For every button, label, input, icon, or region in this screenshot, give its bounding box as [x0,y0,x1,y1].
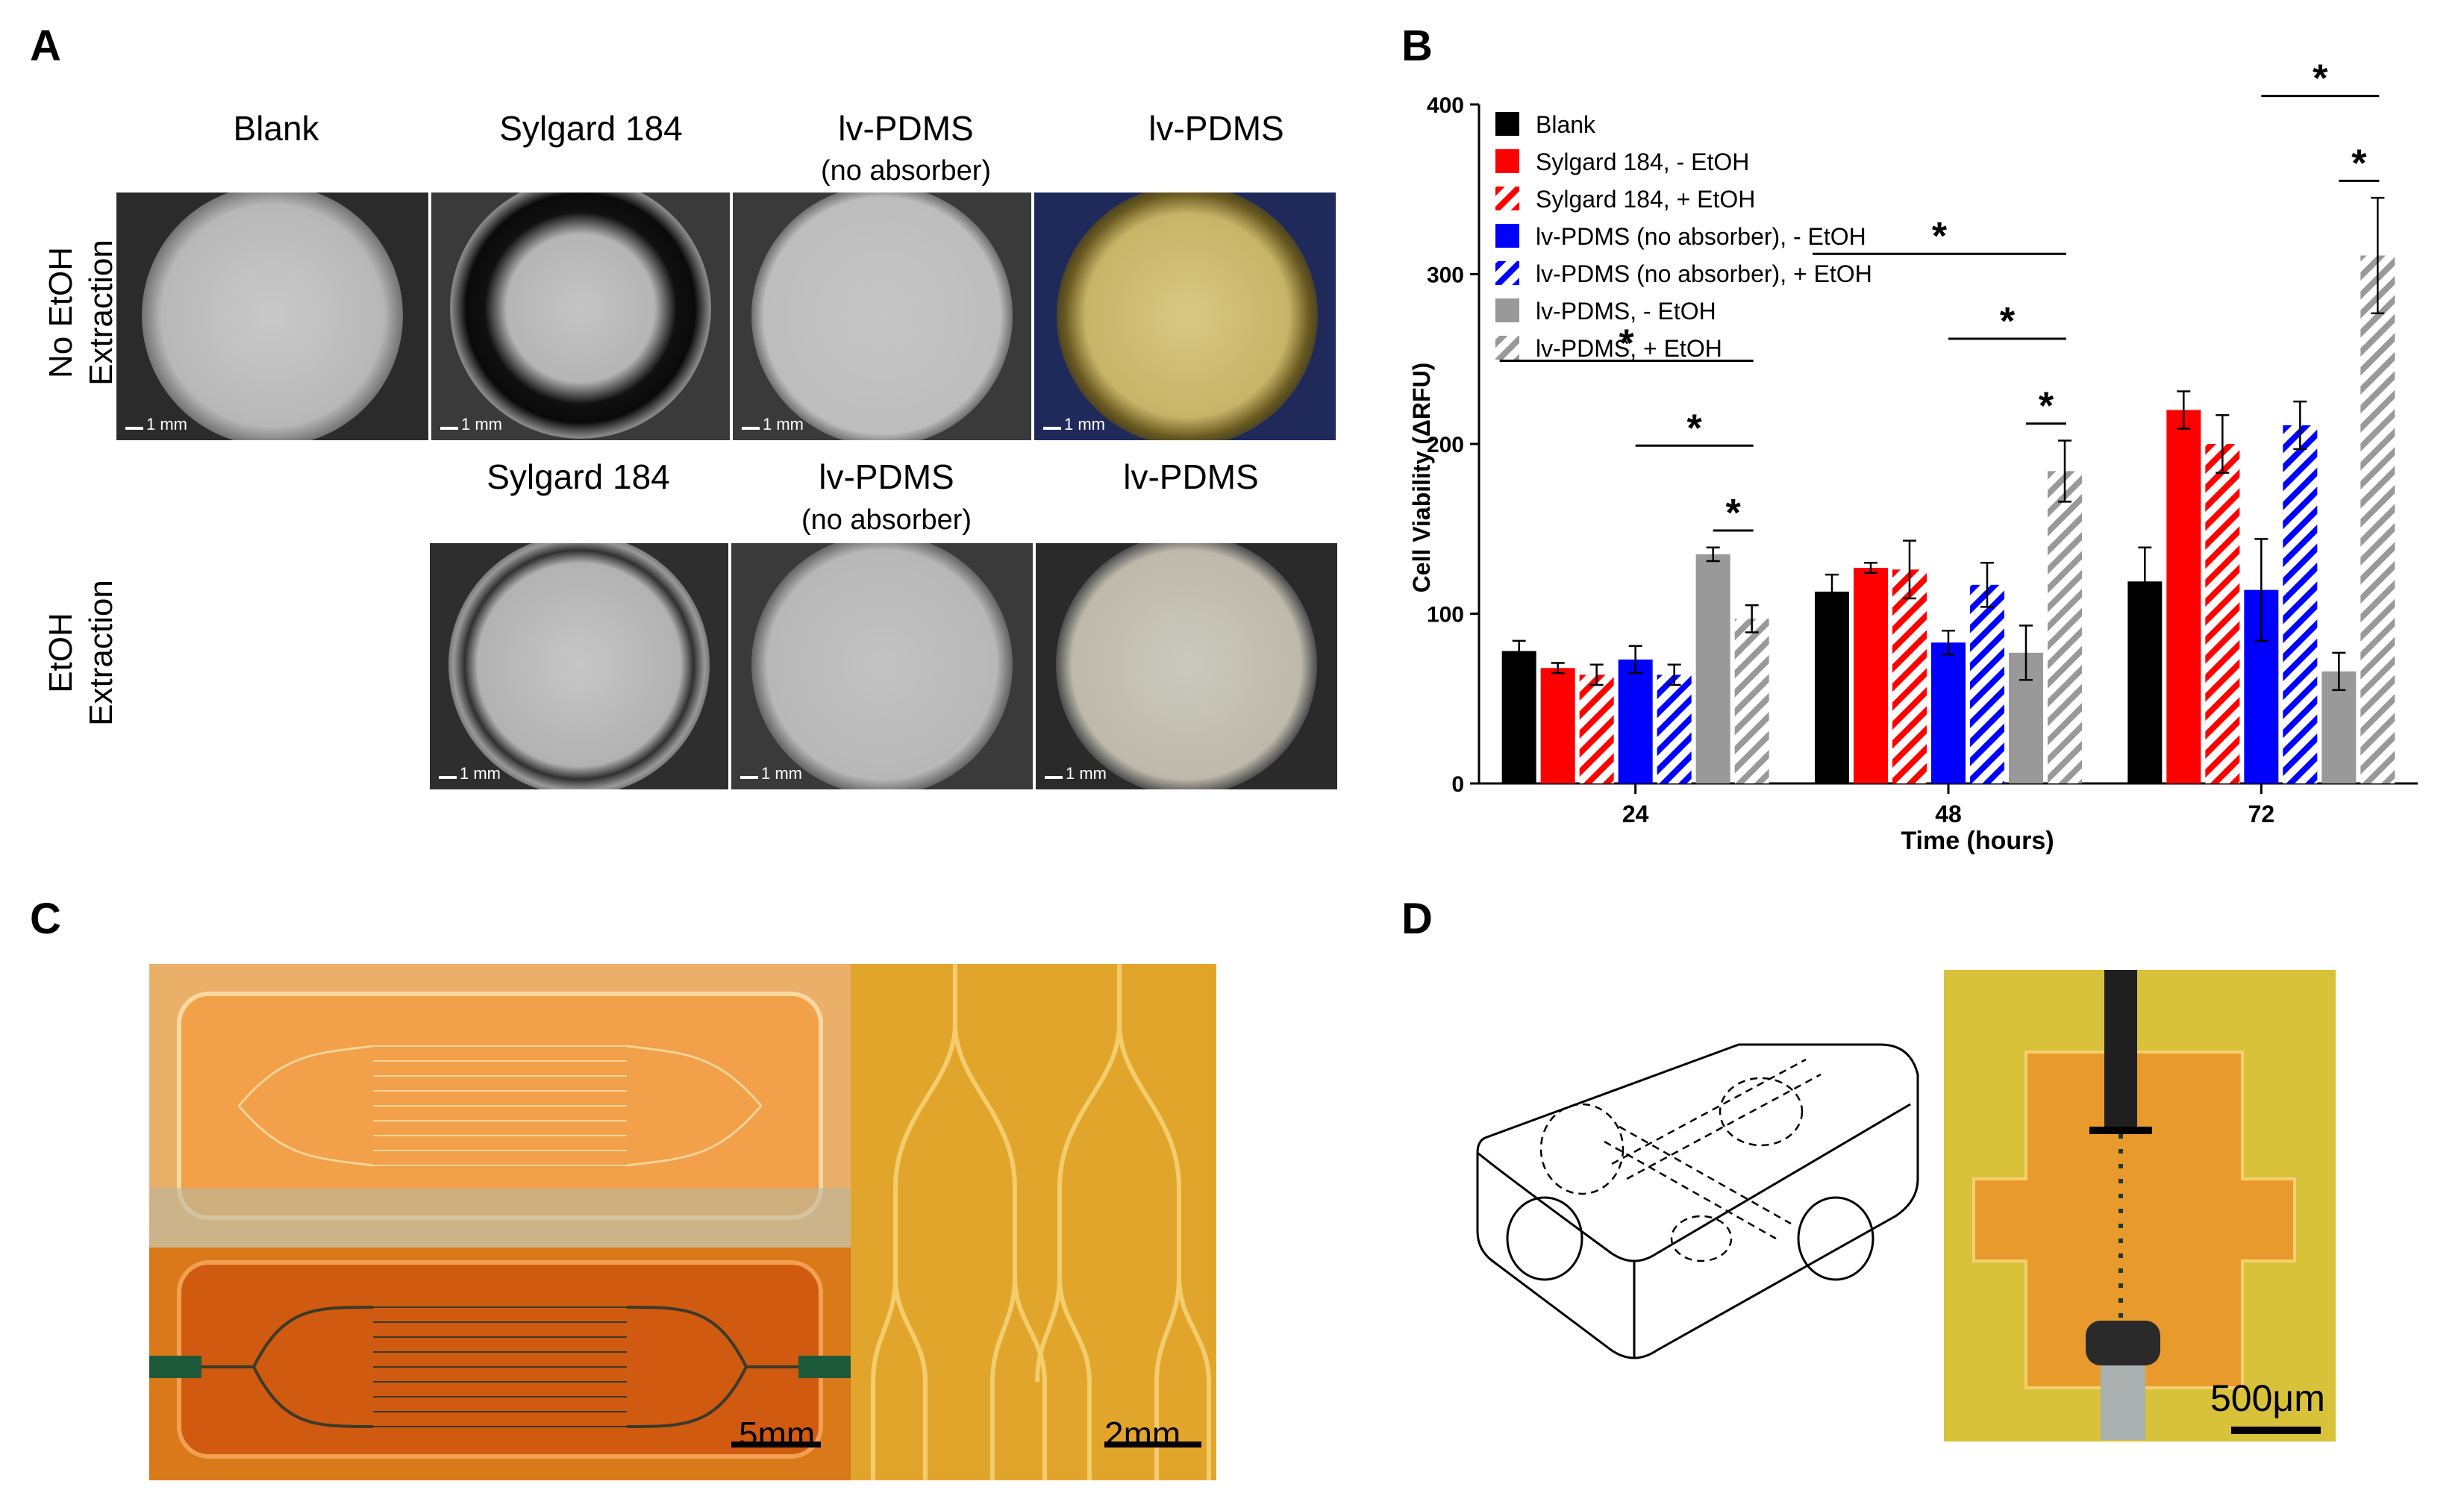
bar [1540,668,1575,783]
significance-star: * [1932,215,1948,258]
x-tick-label: 24 [1622,801,1649,827]
col-label-blank: Blank [233,109,319,148]
bar [1854,568,1888,783]
col-sub-noabs-top: (no absorber) [820,155,992,187]
row-label-no-etoh: No EtOH Extraction [41,201,123,425]
well-photo-blank: 1 mm [116,193,428,440]
y-tick-label: 0 [1451,772,1464,797]
row-label-etoh-line1: EtOH [43,613,79,693]
chart-bars [1501,196,2395,784]
bar [1815,591,1849,783]
panel-label-a: A [30,22,61,70]
significance-star: * [2000,300,2016,343]
legend-label: lv-PDMS (no absorber), - EtOH [1536,223,1866,250]
y-axis-label: Cell Viability (ΔRFU) [1408,363,1435,593]
chart-legend: Blank Sylgard 184, - EtOH Sylgard 184, + E… [1495,111,1872,362]
col-label-lvpdms-noabs-bottom: lv-PDMS [819,457,954,496]
device-schematic [1476,1043,1919,1359]
x-tick-label: 48 [1935,801,1962,827]
device-photo [1944,970,2336,1442]
col-label-sylgard-top: Sylgard 184 [499,109,683,148]
row-label-no-etoh-line1: No EtOH [43,246,79,379]
well-photo-lvpdms-etoh: 1 mm [1036,543,1337,789]
legend-swatch [1495,112,1519,136]
bar [2166,410,2201,783]
chip-photo-left [149,964,851,1480]
bar [2205,444,2240,783]
significance-star: * [2313,60,2328,101]
legend-swatch [1495,224,1519,248]
bar [2360,255,2395,784]
scale-label: 1 mm [461,415,502,433]
legend-label: lv-PDMS, - EtOH [1536,298,1716,325]
legend-label: Sylgard 184, + EtOH [1536,186,1755,213]
y-tick-label: 200 [1427,433,1464,457]
bar [1734,619,1769,783]
legend-label: lv-PDMS (no absorber), + EtOH [1536,260,1872,287]
panel-label-b: B [1401,22,1433,70]
significance-star: * [1726,492,1742,535]
x-axis-label: Time (hours) [1901,827,2054,855]
col-label-lvpdms-top: lv-PDMS [1148,109,1284,148]
bar [1501,651,1536,783]
panel-label-c: C [30,895,61,943]
legend-label: Blank [1536,111,1596,138]
significance-star: * [1619,322,1635,366]
scale-label: 1 mm [761,764,802,783]
bar [2048,471,2082,783]
legend-swatch [1495,298,1519,322]
significance-star: * [1687,407,1703,450]
scale-label-500um: 500μm [2210,1377,2325,1419]
legend-label: Sylgard 184, - EtOH [1536,148,1749,175]
legend-swatch [1495,149,1519,173]
significance-star: * [2039,385,2054,428]
col-label-lvpdms-bottom: lv-PDMS [1123,457,1259,496]
scale-label: 1 mm [460,764,501,783]
well-photo-lvpdms-noabs-no-etoh: 1 mm [733,193,1031,440]
bar [1695,554,1730,783]
well-photo-sylgard-no-etoh: 1 mm [431,193,730,440]
bar [1618,659,1653,783]
bar [1657,674,1692,783]
bar [1579,674,1614,783]
well-photo-sylgard-etoh: 1 mm [430,543,728,789]
col-label-lvpdms-noabs-top: lv-PDMS [838,109,974,148]
y-tick-label: 400 [1427,93,1464,118]
scale-label: 1 mm [146,415,187,433]
x-tick-label: 72 [2248,801,2275,827]
legend-swatch [1495,187,1519,210]
col-label-sylgard-bottom: Sylgard 184 [487,457,670,496]
scale-label: 1 mm [763,415,804,433]
scale-label-5mm: 5mm [739,1415,816,1453]
y-tick-label: 100 [1427,603,1464,627]
scale-label: 1 mm [1066,764,1107,783]
well-photo-lvpdms-no-etoh: 1 mm [1034,193,1336,440]
bar [1892,569,1927,783]
legend-label: lv-PDMS, + EtOH [1536,335,1722,362]
y-tick-label: 300 [1427,263,1464,288]
row-label-no-etoh-line2: Extraction [83,240,119,386]
legend-swatch [1495,336,1519,360]
panel-label-d: D [1401,895,1433,943]
legend-swatch [1495,261,1519,285]
bar [1931,642,1966,783]
significance-star: * [2351,142,2367,185]
scale-label-2mm: 2mm [1104,1415,1181,1453]
row-label-etoh: EtOH Extraction [41,541,123,765]
bar [2283,425,2318,783]
well-photo-lvpdms-noabs-etoh: 1 mm [731,543,1033,789]
channel-photo-right [851,964,1216,1480]
row-label-etoh-line2: Extraction [83,580,119,726]
col-sub-noabs-bottom: (no absorber) [801,504,972,536]
scale-label: 1 mm [1064,415,1105,433]
significance-markers: ********* [1499,60,2380,535]
bar [1970,584,2004,783]
